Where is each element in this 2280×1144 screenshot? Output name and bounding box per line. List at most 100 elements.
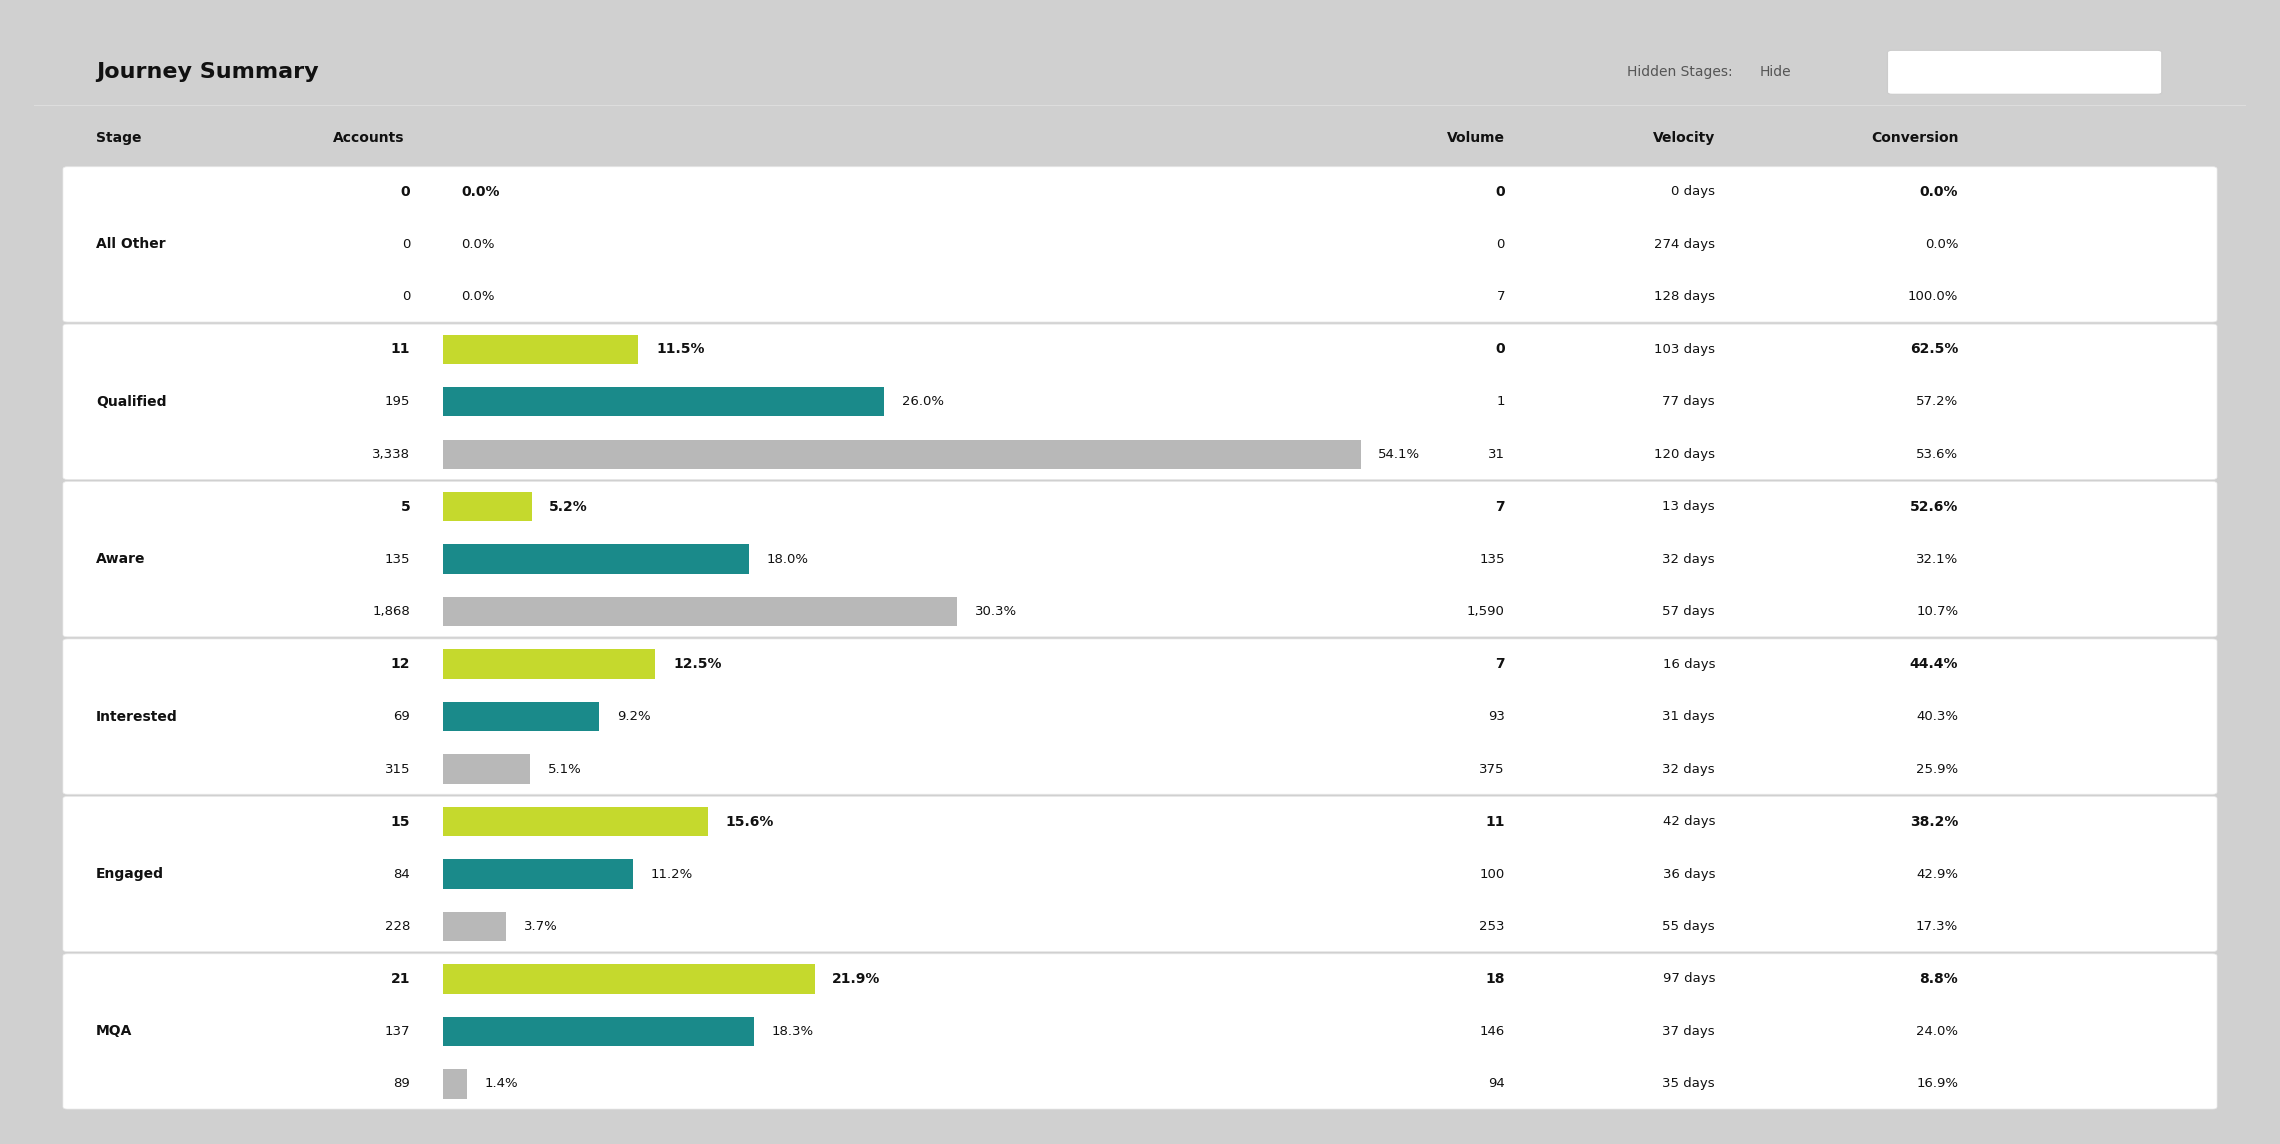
Text: 17.3%: 17.3% [1915,920,1959,934]
Bar [442,334,638,364]
Text: 11: 11 [1484,815,1505,828]
Text: Interested: Interested [96,709,178,724]
Text: 120 days: 120 days [1653,447,1715,461]
Text: 18.3%: 18.3% [771,1025,814,1038]
Text: 375: 375 [1480,763,1505,776]
Bar [442,387,885,416]
Text: 31: 31 [1489,447,1505,461]
Text: 36 days: 36 days [1662,867,1715,881]
FancyBboxPatch shape [64,482,2216,637]
Text: 15: 15 [390,815,410,828]
Text: Hide: Hide [1760,65,1790,79]
Text: 53.6%: 53.6% [1915,447,1959,461]
Text: 10.7%: 10.7% [1915,605,1959,618]
Text: 9.2%: 9.2% [618,710,650,723]
Text: 94: 94 [1489,1078,1505,1090]
Text: 37 days: 37 days [1662,1025,1715,1038]
Text: 0: 0 [1496,342,1505,356]
Text: Conversion: Conversion [1872,132,1959,145]
Text: 0 days: 0 days [1671,185,1715,198]
Text: 32 days: 32 days [1662,763,1715,776]
Text: 0: 0 [401,185,410,199]
Bar [442,439,1361,469]
Bar [442,545,748,574]
Text: 5.2%: 5.2% [549,500,588,514]
FancyBboxPatch shape [64,324,2216,479]
Text: 0.0%: 0.0% [461,185,499,199]
Text: 31 days: 31 days [1662,710,1715,723]
Bar [442,964,814,994]
Text: 5: 5 [401,500,410,514]
Bar [442,807,707,836]
Text: 25.9%: 25.9% [1915,763,1959,776]
Text: Volume: Volume [1448,132,1505,145]
Text: Hidden Stages:: Hidden Stages: [1626,65,1733,79]
Text: 253: 253 [1480,920,1505,934]
Text: 69: 69 [394,710,410,723]
Text: 135: 135 [1480,553,1505,565]
Text: 42 days: 42 days [1662,815,1715,828]
Text: Qualified: Qualified [96,395,166,408]
Text: 26.0%: 26.0% [903,396,944,408]
Text: 62.5%: 62.5% [1911,342,1959,356]
Text: 8.8%: 8.8% [1920,972,1959,986]
FancyBboxPatch shape [64,796,2216,952]
Text: 32.1%: 32.1% [1915,553,1959,565]
FancyBboxPatch shape [64,639,2216,794]
Text: 0.0%: 0.0% [461,238,495,251]
Text: 3,338: 3,338 [372,447,410,461]
Text: 146: 146 [1480,1025,1505,1038]
Text: 0: 0 [1496,238,1505,251]
Text: 30.3%: 30.3% [976,605,1017,618]
Text: 0: 0 [401,291,410,303]
Text: 195: 195 [385,396,410,408]
Text: 7: 7 [1496,291,1505,303]
Text: 18.0%: 18.0% [766,553,807,565]
Text: 21: 21 [390,972,410,986]
Text: 103 days: 103 days [1653,343,1715,356]
Text: Hide: Hide [2011,66,2038,79]
Text: 52.6%: 52.6% [1911,500,1959,514]
Text: 55 days: 55 days [1662,920,1715,934]
Text: 16 days: 16 days [1662,658,1715,670]
Text: 274 days: 274 days [1653,238,1715,251]
Text: 57 days: 57 days [1662,605,1715,618]
Text: 13 days: 13 days [1662,500,1715,514]
Text: 84: 84 [394,867,410,881]
Text: 11.5%: 11.5% [657,342,705,356]
Text: 24.0%: 24.0% [1915,1025,1959,1038]
Bar [442,754,529,784]
Text: 137: 137 [385,1025,410,1038]
Text: 42.9%: 42.9% [1915,867,1959,881]
Text: 0.0%: 0.0% [1924,238,1959,251]
FancyBboxPatch shape [64,167,2216,321]
Text: 40.3%: 40.3% [1915,710,1959,723]
Text: 1,868: 1,868 [372,605,410,618]
Text: 16.9%: 16.9% [1915,1078,1959,1090]
Text: 228: 228 [385,920,410,934]
Bar [442,650,654,678]
Text: 1,590: 1,590 [1466,605,1505,618]
FancyBboxPatch shape [64,954,2216,1109]
Text: 12.5%: 12.5% [673,657,720,672]
Text: 7: 7 [1496,500,1505,514]
Text: MQA: MQA [96,1024,132,1039]
Text: Journey Summary: Journey Summary [96,62,319,82]
Text: Aware: Aware [96,553,146,566]
Bar [442,597,958,627]
Bar [442,859,634,889]
Text: Accounts: Accounts [333,132,404,145]
Text: 44.4%: 44.4% [1911,657,1959,672]
Text: Velocity: Velocity [1653,132,1715,145]
FancyBboxPatch shape [1888,50,2161,94]
Text: ∨: ∨ [2141,66,2150,79]
Text: 54.1%: 54.1% [1379,447,1420,461]
Text: All Other: All Other [96,237,166,252]
Text: Engaged: Engaged [96,867,164,881]
Bar [442,492,531,522]
Text: 11: 11 [390,342,410,356]
Text: 3.7%: 3.7% [524,920,559,934]
Text: 11.2%: 11.2% [652,867,693,881]
Text: 0: 0 [1496,185,1505,199]
Text: 35 days: 35 days [1662,1078,1715,1090]
